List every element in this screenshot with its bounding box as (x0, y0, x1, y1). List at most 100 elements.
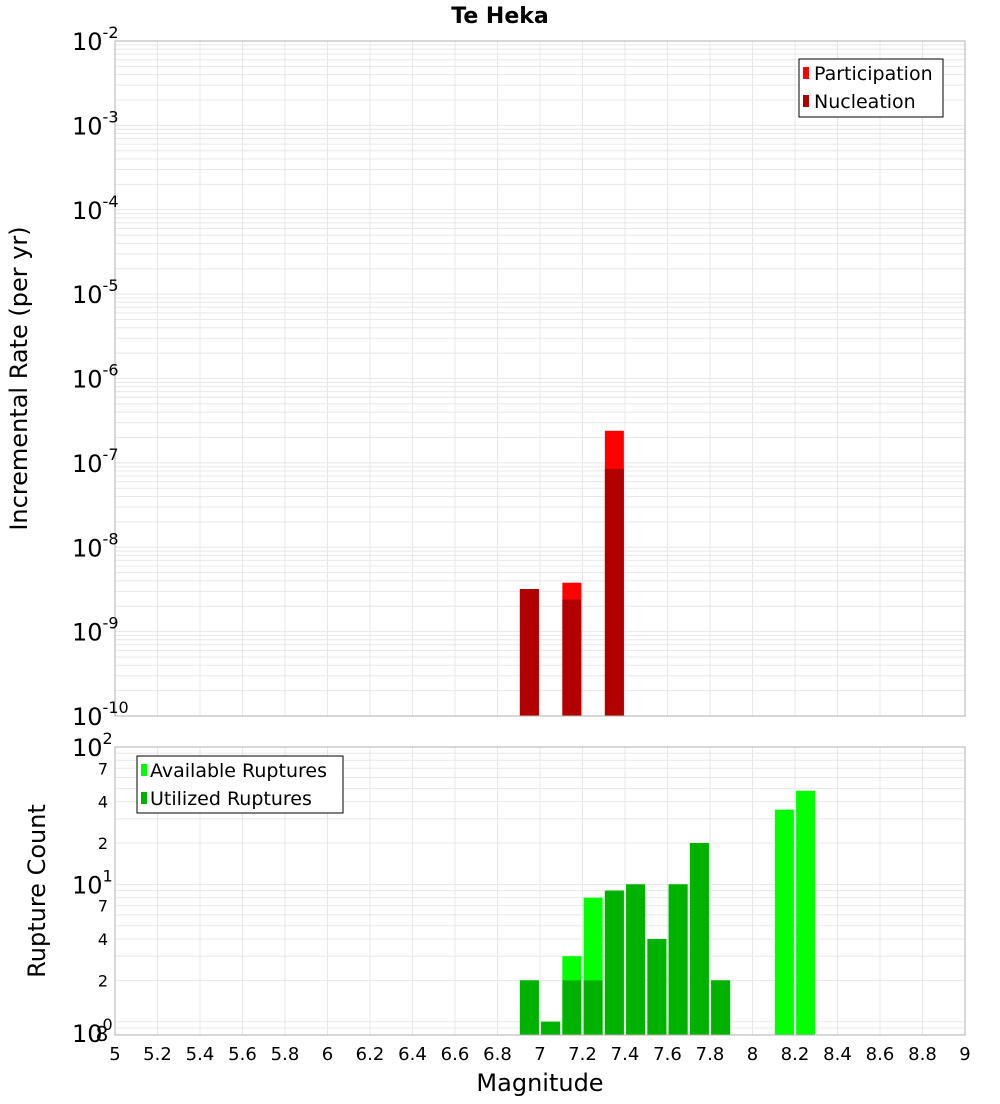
y-minor-tick-label: 7 (98, 759, 108, 778)
x-tick-label: 6.4 (398, 1044, 427, 1065)
utilized-bar (689, 843, 709, 1035)
y-tick-label: 10-4 (72, 192, 119, 225)
x-tick-label: 7.8 (696, 1044, 725, 1065)
x-tick-label: 5 (109, 1044, 120, 1065)
legend-box (136, 755, 344, 814)
y-tick-base: 10 (72, 1020, 103, 1048)
y-tick-label: 10-8 (72, 529, 119, 562)
x-tick-label: 6.8 (483, 1044, 512, 1065)
x-tick-label: 8.4 (823, 1044, 852, 1065)
legend-box (798, 58, 944, 118)
utilized-bar (583, 980, 603, 1035)
y-minor-tick-label: 4 (98, 793, 108, 812)
legend-label: Available Ruptures (150, 760, 327, 782)
x-axis-label: Magnitude (476, 1069, 603, 1097)
x-tick-label: 7.2 (568, 1044, 597, 1065)
x-tick-label: 6.2 (356, 1044, 385, 1065)
nucleation-bar (604, 468, 624, 716)
x-tick-label: 9 (959, 1044, 970, 1065)
y-tick-base: 10 (72, 734, 103, 762)
y-tick-base: 10 (72, 703, 103, 731)
x-tick-label: 6.6 (441, 1044, 470, 1065)
utilized-bar (562, 980, 582, 1035)
legend: Available Ruptures Utilized Ruptures (136, 755, 344, 814)
utilized-bar (647, 939, 667, 1035)
y-axis-label: Rupture Count (23, 804, 51, 978)
rate-panel: 10-210-310-410-510-610-710-810-910-10Inc… (5, 23, 966, 731)
y-tick-base: 10 (72, 619, 103, 647)
utilized-bar (711, 980, 731, 1035)
x-tick-label: 7.4 (611, 1044, 640, 1065)
legend-swatch (803, 67, 809, 79)
y-minor-tick-label: 2 (98, 971, 108, 990)
y-tick-base: 10 (72, 871, 103, 899)
x-tick-label: 6 (322, 1044, 333, 1065)
y-tick-exponent: -4 (103, 192, 119, 211)
x-tick-label: 7.6 (653, 1044, 682, 1065)
y-tick-label: 10-5 (72, 276, 119, 309)
y-tick-exponent: -3 (103, 107, 119, 126)
y-tick-exponent: -5 (103, 276, 119, 295)
utilized-bar (604, 890, 624, 1035)
y-tick-label: 102 (72, 729, 113, 762)
legend-swatch (803, 95, 809, 107)
utilized-bar (541, 1021, 561, 1035)
legend-label: Utilized Ruptures (150, 788, 312, 810)
y-tick-label: 10-10 (72, 698, 129, 731)
y-tick-exponent: -9 (103, 614, 119, 633)
y-tick-exponent: 2 (103, 729, 113, 748)
y-tick-base: 10 (72, 28, 103, 56)
y-tick-exponent: -2 (103, 23, 119, 42)
utilized-bar (519, 980, 539, 1035)
y-minor-tick-label: 2 (98, 834, 108, 853)
y-tick-label: 100 (72, 1015, 113, 1048)
x-tick-label: 5.8 (271, 1044, 300, 1065)
y-tick-label: 10-9 (72, 614, 119, 647)
legend-swatch (141, 764, 147, 776)
available-bar (774, 809, 794, 1035)
y-tick-base: 10 (72, 281, 103, 309)
y-tick-base: 10 (72, 534, 103, 562)
y-tick-label: 101 (72, 866, 113, 899)
legend-label: Participation (814, 63, 933, 85)
y-tick-exponent: 0 (103, 1015, 113, 1034)
x-tick-label: 5.4 (186, 1044, 215, 1065)
x-tick-label: 7 (534, 1044, 545, 1065)
y-tick-base: 10 (72, 112, 103, 140)
x-tick-label: 5.2 (143, 1044, 172, 1065)
nucleation-bar (519, 589, 539, 716)
x-tick-label: 8.8 (908, 1044, 937, 1065)
utilized-bar (668, 884, 688, 1035)
y-tick-label: 10-7 (72, 445, 119, 478)
legend: Participation Nucleation (798, 58, 944, 118)
y-tick-exponent: -6 (103, 361, 119, 380)
y-tick-label: 10-6 (72, 361, 119, 394)
x-tick-label: 5.6 (228, 1044, 257, 1065)
y-minor-tick-label: 8 (96, 1022, 109, 1046)
y-tick-base: 10 (72, 366, 103, 394)
y-tick-label: 10-3 (72, 107, 119, 140)
chart-title: Te Heka (451, 4, 548, 29)
y-minor-tick-label: 7 (98, 897, 108, 916)
y-minor-tick-label: 4 (98, 930, 108, 949)
plot-frame (114, 746, 966, 1036)
available-bar (796, 790, 816, 1035)
x-tick-label: 8 (747, 1044, 758, 1065)
x-tick-label: 8.2 (781, 1044, 810, 1065)
y-axis-label: Incremental Rate (per yr) (5, 226, 33, 530)
nucleation-bar (562, 599, 582, 716)
legend-label: Nucleation (814, 91, 916, 113)
legend-swatch (141, 792, 147, 804)
x-tick-label: 8.6 (866, 1044, 895, 1065)
y-tick-exponent: -10 (103, 698, 129, 717)
y-tick-base: 10 (72, 197, 103, 225)
y-tick-base: 10 (72, 450, 103, 478)
y-tick-label: 10-2 (72, 23, 119, 56)
plot-frame (114, 40, 966, 717)
y-tick-exponent: -7 (103, 445, 119, 464)
y-tick-exponent: 1 (103, 866, 113, 885)
y-tick-exponent: -8 (103, 529, 119, 548)
